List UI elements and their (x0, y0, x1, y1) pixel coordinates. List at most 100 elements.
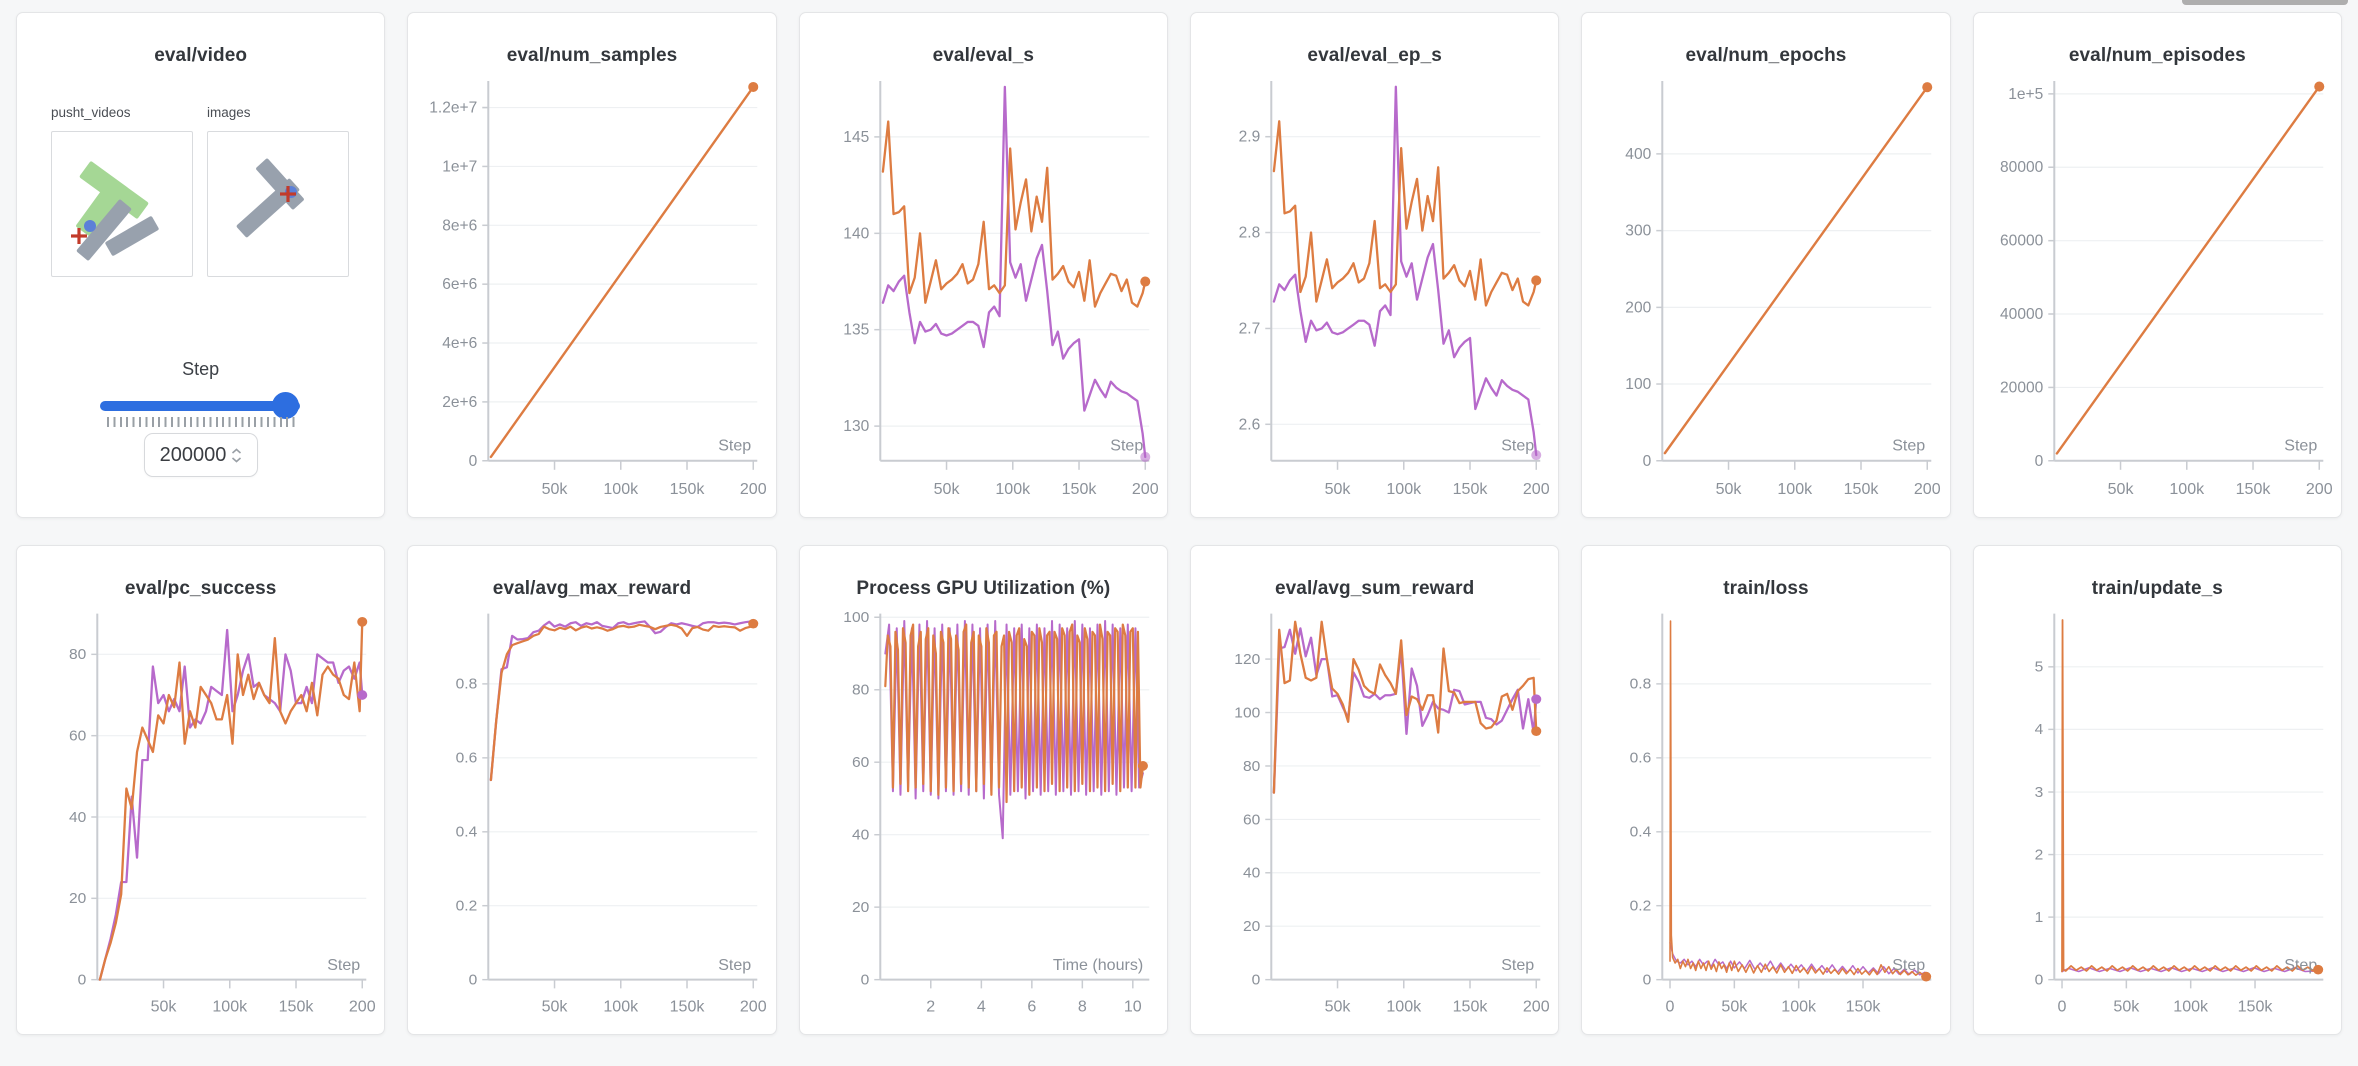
svg-text:150k: 150k (279, 999, 314, 1016)
svg-text:8e+6: 8e+6 (443, 217, 478, 234)
svg-text:40: 40 (69, 809, 86, 826)
stepper-spinner[interactable] (231, 447, 242, 463)
chart-eval-eval-ep-s[interactable]: 2.6 2.7 2.8 2.9 50k 100k 150k 200 Step (1191, 71, 1558, 513)
svg-text:200: 200 (1132, 480, 1159, 498)
panel-eval-num-samples[interactable]: eval/num_samples 0 2e+6 4e+6 6e+6 8e+6 1e+7 1.… (407, 12, 777, 518)
svg-text:0: 0 (2057, 999, 2066, 1016)
svg-text:50k: 50k (542, 999, 568, 1016)
panel-eval-eval-s[interactable]: eval/eval_s 130 135 140 145 50k 100k 150k 200 St… (798, 12, 1168, 518)
svg-text:2.7: 2.7 (1239, 320, 1261, 337)
svg-text:150k: 150k (1846, 999, 1881, 1016)
panel-title: eval/avg_sum_reward (1274, 578, 1475, 599)
svg-text:200: 200 (349, 999, 376, 1016)
video-thumbnail-pusht[interactable] (51, 131, 193, 277)
svg-text:0.8: 0.8 (1630, 676, 1652, 693)
panel-train-update-s[interactable]: train/update_s 0 1 2 3 4 5 0 50k 100k 150k Step (1972, 545, 2342, 1035)
panel-title: eval/num_episodes (2068, 45, 2246, 66)
svg-text:0.6: 0.6 (456, 750, 478, 767)
chart-eval-avg-max-reward[interactable]: 0 0.2 0.4 0.6 0.8 50k 100k 150k 200 Step (408, 604, 775, 1030)
svg-text:2.6: 2.6 (1239, 416, 1261, 433)
svg-text:60000: 60000 (2000, 233, 2044, 250)
svg-text:150k: 150k (1453, 999, 1488, 1016)
panel-eval-avg-sum-reward[interactable]: eval/avg_sum_reward 0 20 40 60 80 100 120 50k 10… (1190, 545, 1560, 1035)
svg-text:Step: Step (719, 957, 752, 974)
panel-eval-video[interactable]: eval/video pusht_videos images (16, 12, 386, 518)
goal-cross-icon (280, 186, 296, 202)
chevron-up-icon[interactable] (231, 447, 242, 455)
svg-text:Step: Step (719, 437, 752, 455)
chart-train-update-s[interactable]: 0 1 2 3 4 5 0 50k 100k 150k Step (1974, 604, 2341, 1030)
svg-text:400: 400 (1626, 146, 1652, 163)
svg-text:80: 80 (69, 646, 86, 663)
svg-text:80: 80 (852, 682, 869, 699)
panel-title: eval/pc_success (124, 578, 277, 599)
svg-text:0: 0 (860, 972, 869, 989)
svg-text:50k: 50k (1325, 999, 1351, 1016)
step-slider-thumb[interactable] (272, 392, 299, 419)
svg-text:60: 60 (1243, 811, 1260, 828)
panel-eval-num-episodes[interactable]: eval/num_episodes 0 20000 40000 60000 80000 1… (1972, 12, 2342, 518)
svg-text:200: 200 (740, 999, 767, 1016)
step-slider-track[interactable] (100, 392, 300, 419)
chart-eval-num-samples[interactable]: 0 2e+6 4e+6 6e+6 8e+6 1e+7 1.2e+7 50k 100k 150k 20… (408, 71, 775, 513)
chart-train-loss[interactable]: 0 0.2 0.4 0.6 0.8 0 50k 100k 150k Step (1582, 604, 1949, 1030)
svg-text:300: 300 (1626, 223, 1652, 240)
svg-text:200: 200 (740, 480, 767, 498)
chart-eval-num-episodes[interactable]: 0 20000 40000 60000 80000 1e+5 50k 100k 150k 200 S… (1974, 71, 2341, 513)
svg-text:150k: 150k (1061, 480, 1097, 498)
step-value: 200000 (159, 443, 227, 466)
svg-text:20: 20 (852, 899, 869, 916)
svg-text:100k: 100k (604, 999, 639, 1016)
chart-gpu-utilization[interactable]: 0 20 40 60 80 100 2 4 6 8 10 Time (hours) (800, 604, 1167, 1030)
svg-text:Step: Step (1501, 437, 1534, 455)
svg-text:40: 40 (852, 827, 869, 844)
step-number-input[interactable]: 200000 (144, 433, 258, 477)
svg-text:6e+6: 6e+6 (443, 276, 478, 293)
chart-eval-pc-success[interactable]: 0 20 40 60 80 50k 100k 150k 200 Step (17, 604, 384, 1030)
svg-text:0: 0 (1643, 972, 1652, 989)
video-thumbnail-images[interactable] (207, 131, 349, 277)
svg-text:2: 2 (2034, 847, 2043, 864)
panel-title: train/update_s (2091, 578, 2223, 599)
svg-text:200: 200 (1523, 480, 1550, 498)
panel-eval-num-epochs[interactable]: eval/num_epochs 0 100 200 300 400 50k 100k 150k… (1581, 12, 1951, 518)
svg-text:150k: 150k (2235, 480, 2271, 498)
panel-title: eval/video (154, 45, 248, 66)
panel-eval-pc-success[interactable]: eval/pc_success 0 20 40 60 80 50k 100k 150k 200 S… (16, 545, 386, 1035)
svg-text:100k: 100k (1386, 999, 1421, 1016)
panel-eval-eval-ep-s[interactable]: eval/eval_ep_s 2.6 2.7 2.8 2.9 50k 100k 150k 20… (1190, 12, 1560, 518)
horizontal-scrollbar-thumb[interactable] (2182, 0, 2348, 5)
svg-text:100k: 100k (2173, 999, 2208, 1016)
chart-eval-eval-s[interactable]: 130 135 140 145 50k 100k 150k 200 Step (800, 71, 1167, 513)
panel-gpu-utilization[interactable]: Process GPU Utilization (%) 0 20 40 60 80 100… (798, 545, 1168, 1035)
svg-text:40000: 40000 (2000, 306, 2044, 323)
svg-text:Time (hours): Time (hours) (1053, 957, 1143, 974)
svg-text:1.2e+7: 1.2e+7 (430, 100, 478, 117)
svg-text:200: 200 (1523, 999, 1550, 1016)
svg-text:4e+6: 4e+6 (443, 335, 478, 352)
svg-text:50k: 50k (1722, 999, 1748, 1016)
svg-text:0: 0 (1643, 453, 1652, 470)
svg-text:140: 140 (843, 225, 869, 242)
svg-text:100: 100 (1626, 376, 1652, 393)
panel-title: eval/num_samples (506, 45, 678, 66)
svg-text:10: 10 (1124, 999, 1142, 1016)
svg-text:150k: 150k (1453, 480, 1489, 498)
svg-text:100k: 100k (212, 999, 247, 1016)
step-slider-label: Step (182, 359, 220, 379)
chart-eval-num-epochs[interactable]: 0 100 200 300 400 50k 100k 150k 200 Step (1582, 71, 1949, 513)
svg-text:1e+5: 1e+5 (2008, 86, 2043, 103)
svg-text:Step: Step (2284, 437, 2317, 455)
panel-title: eval/num_epochs (1685, 45, 1847, 66)
svg-text:0: 0 (1666, 999, 1675, 1016)
panel-train-loss[interactable]: train/loss 0 0.2 0.4 0.6 0.8 0 50k 100k 150k Step (1581, 545, 1951, 1035)
svg-text:1e+7: 1e+7 (443, 158, 478, 175)
svg-text:2.9: 2.9 (1239, 129, 1261, 146)
svg-text:3: 3 (2034, 784, 2043, 801)
chevron-down-icon[interactable] (231, 456, 242, 463)
panel-eval-avg-max-reward[interactable]: eval/avg_max_reward 0 0.2 0.4 0.6 0.8 50k 100k… (407, 545, 777, 1035)
svg-text:150k: 150k (2237, 999, 2272, 1016)
svg-text:135: 135 (843, 322, 869, 339)
svg-text:0.2: 0.2 (456, 898, 478, 915)
chart-eval-avg-sum-reward[interactable]: 0 20 40 60 80 100 120 50k 100k 150k 200 Step (1191, 604, 1558, 1030)
